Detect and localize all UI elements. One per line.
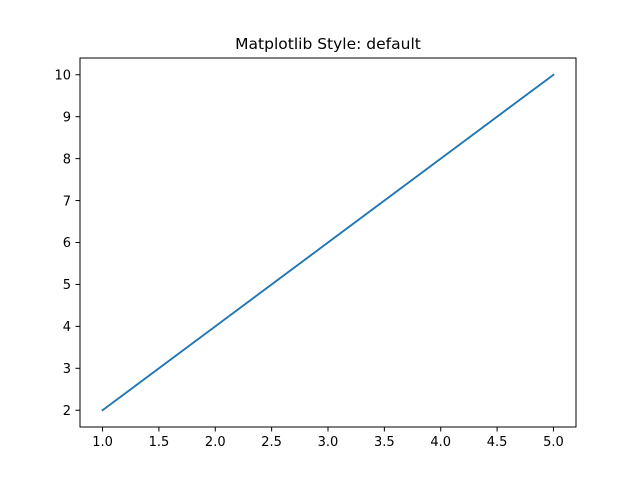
x-tick-label: 3.0	[318, 435, 339, 450]
y-tick-label: 9	[63, 110, 71, 125]
x-tick-label: 1.5	[149, 435, 170, 450]
x-tick-label: 1.0	[92, 435, 113, 450]
series-line-0	[101, 73, 555, 412]
x-tick-label: 5.0	[543, 435, 564, 450]
x-tick-label: 4.0	[430, 435, 451, 450]
y-tick-label: 6	[63, 236, 71, 251]
y-tick-label: 2	[63, 404, 71, 419]
y-tick-label: 10	[54, 68, 71, 83]
x-tick-label: 4.5	[487, 435, 508, 450]
y-axis: 2 3 4 5 6 7 8 9 10	[54, 68, 80, 419]
x-tick-label: 2.5	[261, 435, 282, 450]
y-tick-label: 7	[63, 194, 71, 209]
y-tick-label: 3	[63, 362, 71, 377]
y-tick-label: 4	[63, 320, 71, 335]
plot-area	[101, 73, 555, 412]
chart-title: Matplotlib Style: default	[235, 35, 421, 53]
y-tick-label: 5	[63, 278, 71, 293]
x-tick-label: 3.5	[374, 435, 395, 450]
x-tick-label: 2.0	[205, 435, 226, 450]
y-tick-label: 8	[63, 152, 71, 167]
x-axis: 1.0 1.5 2.0 2.5 3.0 3.5 4.0 4.5 5.0	[92, 427, 564, 450]
axes-frame	[79, 57, 577, 428]
